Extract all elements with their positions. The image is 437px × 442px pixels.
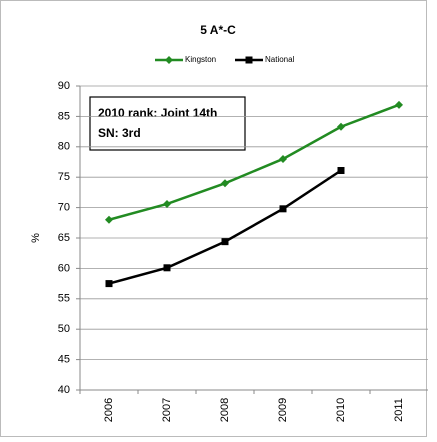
y-tick-label: 40 [58,384,70,396]
legend-marker [165,56,173,64]
y-tick-label: 50 [58,323,70,335]
legend-marker [245,56,253,64]
y-tick-label: 90 [58,80,70,92]
data-point [221,179,229,188]
annotation-box [89,96,246,151]
x-tick-label: 2006 [103,398,115,422]
y-tick-label: 85 [58,110,70,122]
data-point [105,280,113,288]
y-tick-label: 60 [58,262,70,274]
annotation: SN: 3rd [98,126,141,140]
data-point [163,199,171,208]
data-point [395,100,403,109]
y-tick-label: 70 [58,202,70,214]
y-tick-label: 55 [58,293,70,305]
data-point [163,264,171,272]
data-point [337,122,345,131]
y-tick-label: 65 [58,232,70,244]
x-tick-label: 2009 [277,398,289,422]
x-tick-label: 2011 [393,398,405,422]
legend-label: National [265,55,295,64]
data-point [279,205,287,213]
annotation: 2010 rank: Joint 14th [98,106,217,120]
data-point [105,215,113,224]
series-line [108,103,400,221]
data-point [221,238,229,246]
chart-title: 5 A*-C [200,23,236,37]
x-tick-label: 2008 [219,398,231,422]
data-point [279,154,287,163]
x-tick-label: 2007 [161,398,173,422]
y-tick-label: 45 [58,354,70,366]
x-tick-label: 2010 [335,398,347,422]
y-axis-label: % [30,233,42,243]
y-tick-label: 80 [58,141,70,153]
legend-label: Kingston [185,55,216,64]
y-tick-label: 75 [58,171,70,183]
data-point [337,167,345,175]
chart-border [0,0,427,437]
